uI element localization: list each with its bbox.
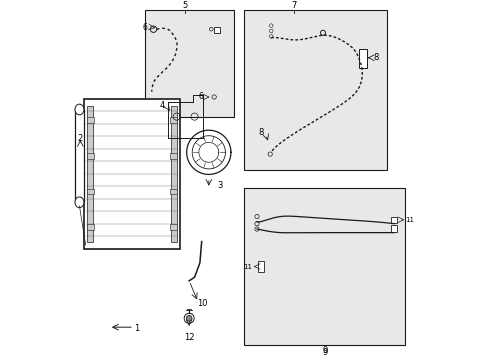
Ellipse shape	[75, 104, 84, 115]
Bar	[390, 217, 396, 223]
Bar	[244, 10, 386, 170]
Text: 10: 10	[197, 300, 207, 309]
Text: 12: 12	[183, 333, 194, 342]
Ellipse shape	[75, 197, 84, 208]
Bar	[258, 261, 264, 272]
Bar	[86, 224, 94, 230]
Circle shape	[186, 315, 192, 321]
Bar	[75, 109, 84, 202]
Circle shape	[184, 313, 194, 323]
Text: 8: 8	[258, 128, 264, 137]
Bar	[170, 153, 177, 159]
Bar	[86, 153, 94, 159]
Bar	[170, 189, 177, 194]
Bar	[170, 117, 177, 123]
Text: 2: 2	[78, 134, 83, 143]
Text: 6: 6	[142, 23, 147, 32]
Bar	[86, 189, 94, 194]
Text: 4: 4	[160, 102, 165, 111]
Text: 1: 1	[134, 324, 139, 333]
Bar	[390, 225, 396, 232]
Text: 8: 8	[372, 53, 378, 62]
Text: 9: 9	[322, 346, 327, 355]
Bar	[86, 117, 94, 123]
Bar	[244, 188, 404, 345]
Bar	[358, 49, 366, 68]
Bar	[87, 106, 93, 242]
Bar	[144, 10, 233, 117]
Text: 3: 3	[217, 181, 223, 190]
Text: 11: 11	[243, 264, 252, 270]
Text: 7: 7	[291, 1, 297, 10]
Bar	[171, 106, 176, 242]
Bar	[170, 224, 177, 230]
Text: 6: 6	[198, 93, 203, 102]
Text: 11: 11	[404, 217, 413, 223]
FancyBboxPatch shape	[214, 27, 219, 33]
Text: 9: 9	[322, 348, 327, 357]
Text: 5: 5	[182, 1, 187, 10]
Bar	[84, 99, 180, 249]
